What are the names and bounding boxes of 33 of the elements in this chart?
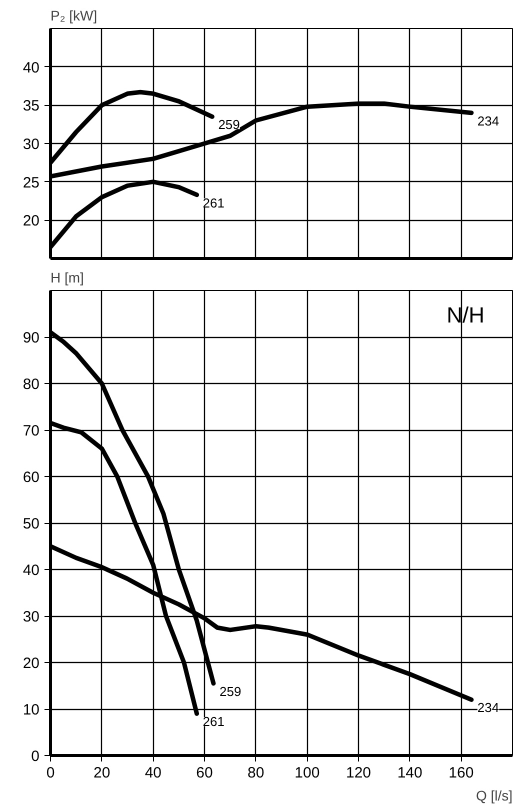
y-tick-label: 20 (22, 655, 40, 672)
series-label: 261 (202, 195, 225, 210)
x-tick-label: 40 (144, 764, 162, 782)
y-tick-label: 90 (22, 330, 40, 346)
y-axis-title: P₂ [kW] (50, 8, 98, 24)
y-tick-label: 50 (22, 516, 40, 532)
y-tick-label: 70 (22, 422, 40, 440)
x-tick-label: 140 (397, 764, 422, 782)
y-tick-label: 60 (22, 469, 40, 486)
y-tick-label: 25 (22, 174, 40, 192)
series-label: 261 (202, 714, 225, 730)
x-tick-label: 100 (294, 764, 320, 782)
series-label: 234 (477, 113, 500, 128)
y-tick-label: 0 (31, 748, 40, 765)
x-tick-label: 160 (448, 764, 474, 782)
x-tick-label: 120 (346, 764, 372, 782)
x-tick-label: 0 (46, 764, 55, 782)
series-label: 259 (218, 117, 240, 132)
x-tick-label: 80 (247, 764, 264, 782)
y-tick-label: 20 (22, 212, 40, 230)
y-tick-label: 80 (22, 376, 40, 393)
series-label: 259 (219, 684, 242, 699)
x-axis-title: Q [l/s] (476, 788, 513, 804)
x-tick-label: 20 (93, 764, 110, 782)
y-tick-label: 40 (22, 562, 40, 579)
y-axis-title: H [m] (50, 270, 84, 286)
y-tick-label: 30 (22, 136, 40, 153)
y-tick-label: 10 (22, 702, 40, 718)
series-label: 234 (477, 700, 500, 716)
y-tick-label: 35 (22, 98, 40, 115)
x-tick-label: 60 (196, 764, 213, 782)
y-tick-label: 40 (22, 59, 40, 76)
y-tick-label: 30 (22, 608, 40, 626)
